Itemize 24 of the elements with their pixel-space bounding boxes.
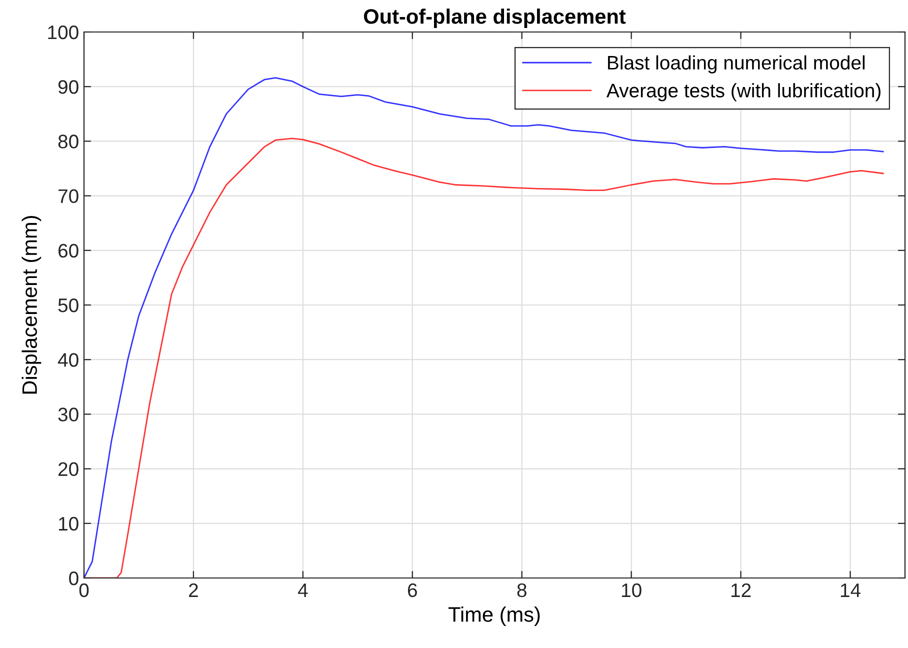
y-tick-label: 100 (48, 25, 78, 40)
x-tick-label: 4 (298, 584, 308, 597)
x-tick-label: 0 (79, 583, 89, 598)
y-tick-label: 20 (58, 462, 78, 476)
chart-title: Out-of-plane displacement (364, 8, 626, 28)
x-tick-label: 6 (408, 583, 417, 598)
y-axis-title: Displacement (mm) (22, 216, 42, 394)
y-tick-label: 40 (58, 353, 78, 367)
y-tick-label: 80 (58, 134, 78, 148)
legend-label: Blast loading numerical model (608, 55, 865, 74)
x-tick-label: 8 (517, 583, 526, 598)
x-tick-label: 14 (840, 584, 861, 597)
y-tick-label: 0 (69, 571, 78, 586)
y-tick-label: 10 (58, 516, 78, 531)
y-tick-label: 30 (58, 408, 78, 422)
y-tick-label: 90 (58, 80, 78, 94)
y-tick-label: 70 (58, 189, 78, 204)
x-tick-label: 2 (189, 583, 198, 597)
legend-label: Average tests (with lubrification) (606, 83, 880, 102)
y-tick-label: 50 (58, 298, 78, 312)
x-tick-label: 10 (622, 583, 642, 598)
x-axis-title: Time (ms) (448, 606, 540, 626)
x-tick-label: 12 (731, 583, 751, 597)
y-tick-label: 60 (58, 244, 78, 258)
